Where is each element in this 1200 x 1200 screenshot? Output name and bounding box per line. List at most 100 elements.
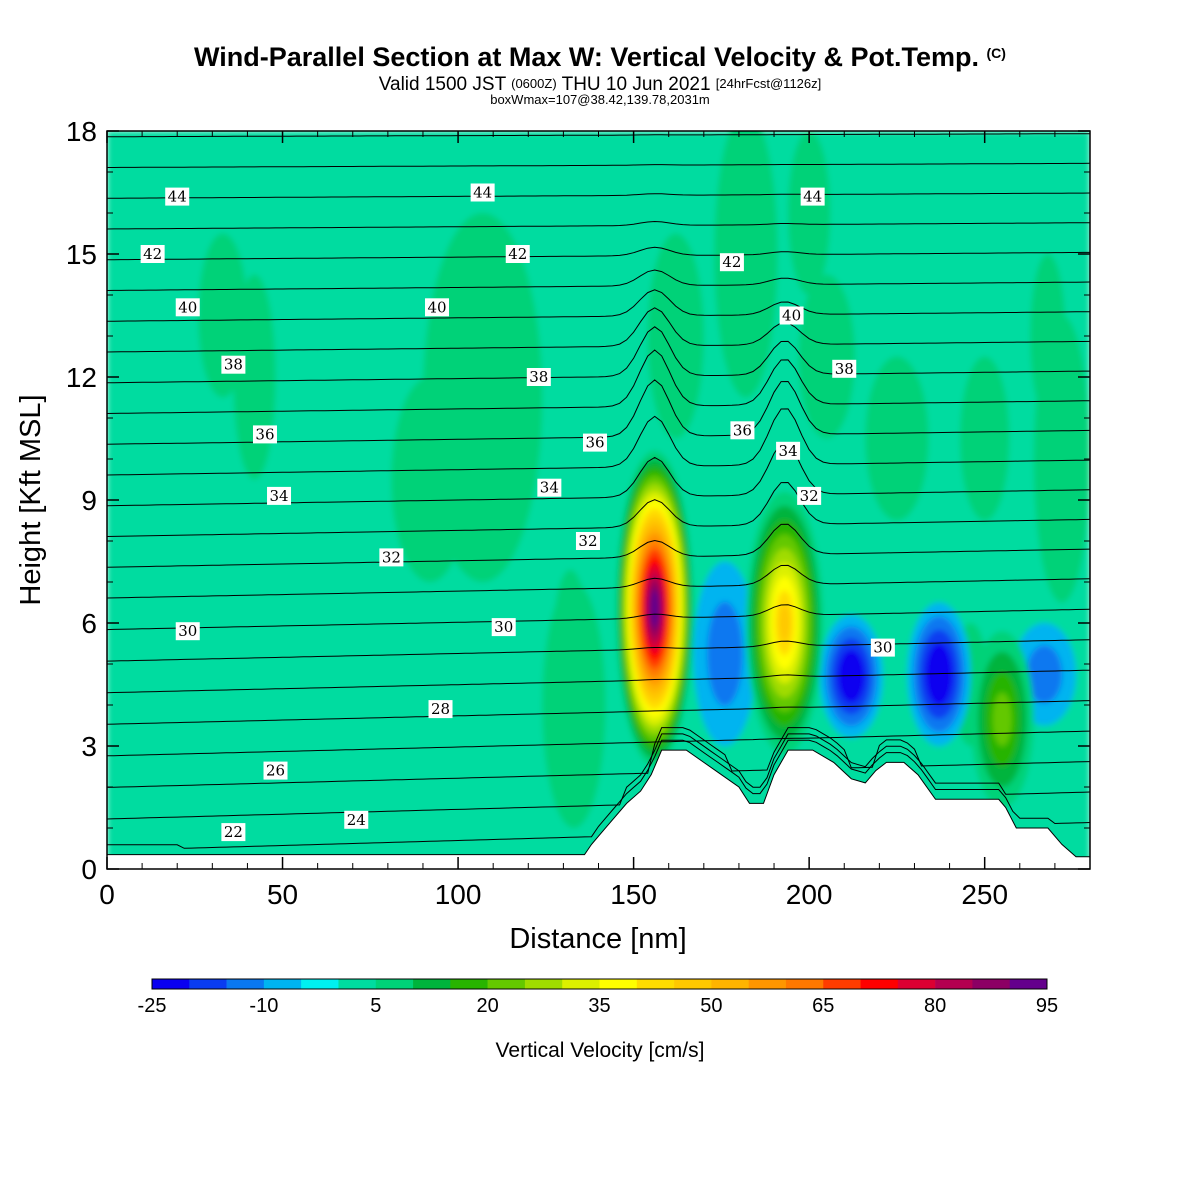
y-tick-label: 6 xyxy=(81,608,97,639)
colorbar-segment xyxy=(450,979,488,989)
contour-label: 44 xyxy=(470,183,495,202)
colorbar-label: Vertical Velocity [cm/s] xyxy=(496,1039,705,1062)
colorbar-segment xyxy=(487,979,526,989)
y-tick-label: 0 xyxy=(81,854,97,885)
contour-label: 30 xyxy=(491,618,516,637)
theta-contour xyxy=(107,326,1090,384)
contour-label-box xyxy=(575,532,600,550)
contour-label-box xyxy=(379,548,404,567)
contour-label: 38 xyxy=(526,368,551,386)
theta-contour xyxy=(107,700,1090,725)
colorbar-segment xyxy=(263,979,302,989)
valid-date: THU 10 Jun 2021 xyxy=(561,74,711,95)
contour-label: 34 xyxy=(776,441,801,460)
colorbar-segment xyxy=(189,979,227,989)
contour-label-box xyxy=(140,245,165,263)
contour-label: 28 xyxy=(428,700,453,719)
weak-updraft-core xyxy=(992,692,1012,746)
contour-label-box xyxy=(175,298,200,317)
contour-label-text: 38 xyxy=(224,356,243,374)
contour-label: 30 xyxy=(870,638,895,657)
contour-label-box xyxy=(165,187,190,206)
updraft-core xyxy=(652,598,658,620)
theta-contour xyxy=(107,739,1090,849)
downdraft-core xyxy=(707,601,743,706)
x-axis-label: Distance [nm] xyxy=(509,923,686,955)
contour-label-text: 34 xyxy=(779,442,798,460)
contour-label: 42 xyxy=(719,253,744,272)
contour-label: 38 xyxy=(221,355,246,374)
x-tick-label: 50 xyxy=(267,879,298,910)
colorbar-segment xyxy=(711,979,749,989)
chart-title-text: Wind-Parallel Section at Max W: Vertical… xyxy=(194,42,979,72)
contour-label-box xyxy=(776,441,801,460)
colorbar-tick-label: 20 xyxy=(477,995,499,1017)
contour-label-text: 34 xyxy=(269,487,288,505)
theta-contour xyxy=(107,523,1090,568)
contour-label-text: 32 xyxy=(800,487,819,505)
colorbar-segment xyxy=(599,979,638,989)
theta-contour xyxy=(107,246,1090,261)
contour-label: 32 xyxy=(797,486,822,505)
theta-contour xyxy=(107,730,1090,757)
contour-label: 36 xyxy=(582,433,607,452)
potential-temperature-contours xyxy=(107,133,1090,849)
box-wmax-note: boxWmax=107@38.42,139.78,2031m xyxy=(490,92,710,107)
contour-label: 34 xyxy=(267,486,292,505)
contour-label-box xyxy=(267,486,292,505)
contour-label: 42 xyxy=(505,245,530,263)
downdraft-core xyxy=(931,656,947,692)
contour-label-text: 40 xyxy=(178,298,197,316)
contour-label-text: 44 xyxy=(168,188,187,206)
colorbar-segment xyxy=(897,979,936,989)
y-tick-label: 9 xyxy=(81,485,97,516)
contour-label-text: 28 xyxy=(431,700,450,718)
contour-label-box xyxy=(526,368,551,386)
y-tick-label: 3 xyxy=(81,731,97,762)
colorbar-segment xyxy=(413,979,451,989)
vertical-velocity-field xyxy=(107,131,1090,869)
colorbar: -25 -10 5 20 35 50 65 80 95 xyxy=(138,978,1058,1017)
contour-label-text: 32 xyxy=(578,532,597,550)
downdraft-core xyxy=(843,661,860,692)
valid-utc: (0600Z) xyxy=(511,76,557,91)
contour-label: 22 xyxy=(221,823,246,842)
colorbar-segment xyxy=(301,979,339,989)
theta-contour xyxy=(107,192,1090,199)
weak-updraft-core xyxy=(542,582,606,828)
theta-contour xyxy=(107,481,1090,537)
contour-label: 40 xyxy=(779,306,804,325)
y-tick-label: 18 xyxy=(66,116,97,147)
forecast-info: [24hrFcst@1126z] xyxy=(715,76,822,91)
contour-label-text: 40 xyxy=(782,307,801,325)
contour-label-box xyxy=(263,761,288,780)
theta-contour xyxy=(107,564,1090,599)
weak-ascent-area xyxy=(960,356,1010,521)
weak-ascent-area xyxy=(647,233,704,439)
contour-labels: 22 24 26 28 30 30 30 32 32 32 34 34 34 36 36 36 38 38 38 40… xyxy=(140,183,895,842)
contour-label-box xyxy=(797,486,822,505)
y-tick-label: 15 xyxy=(66,239,97,270)
colorbar-segment xyxy=(226,979,265,989)
terrain-mask xyxy=(106,749,1091,870)
contour-label: 36 xyxy=(730,421,755,440)
contour-label: 34 xyxy=(537,478,562,497)
y-axis-label: Height [Kft MSL] xyxy=(15,394,47,605)
colorbar-segment xyxy=(1009,979,1048,989)
x-tick-label: 0 xyxy=(99,879,115,910)
colorbar-tick-label: -25 xyxy=(138,995,167,1017)
contour-label-box xyxy=(428,700,453,719)
contour-label: 32 xyxy=(379,548,404,567)
theta-contour xyxy=(107,733,1090,820)
contour-label-box xyxy=(221,823,246,842)
weak-ascent-area xyxy=(714,131,778,398)
x-tick-label: 200 xyxy=(786,879,833,910)
colorbar-border xyxy=(151,978,1048,990)
colorbar-tick-label: -10 xyxy=(249,995,278,1017)
contour-label-text: 38 xyxy=(835,360,854,378)
colorbar-segment xyxy=(785,979,824,989)
theta-contour xyxy=(107,269,1090,291)
colorbar-segment xyxy=(636,979,675,989)
colorbar-segment xyxy=(375,979,414,989)
